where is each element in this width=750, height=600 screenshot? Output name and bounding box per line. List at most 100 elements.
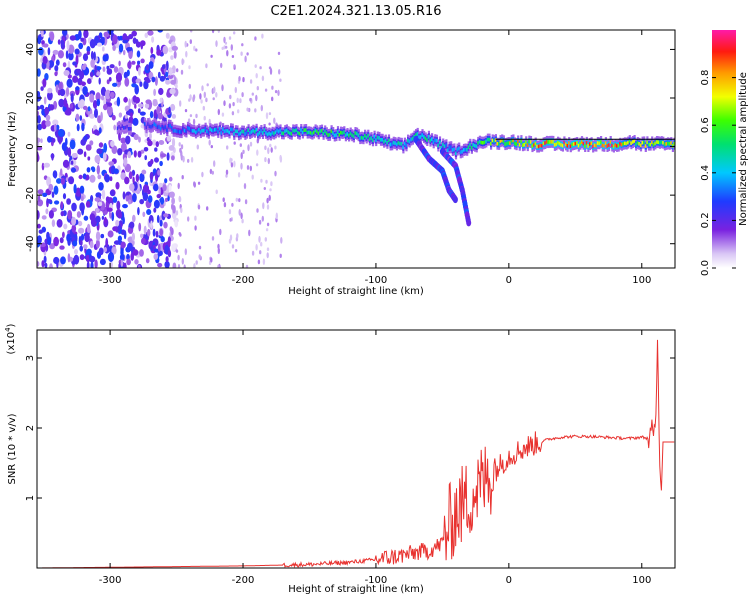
noise-speckle <box>75 187 82 197</box>
spectrogram-cell <box>220 131 223 135</box>
spectrogram-cell <box>402 145 405 150</box>
spectrogram-cell <box>411 136 414 141</box>
noise-speckle <box>133 133 139 141</box>
noise-speckle <box>41 40 45 45</box>
noise-speckle <box>261 215 264 222</box>
noise-speckle <box>57 50 64 59</box>
spectrogram-cell <box>164 125 167 129</box>
noise-speckle <box>105 196 110 203</box>
noise-speckle <box>99 258 106 266</box>
noise-speckle <box>265 228 269 232</box>
x-tick-label: -100 <box>365 275 388 286</box>
noise-speckle <box>265 179 268 184</box>
spectrogram-cell <box>662 140 665 145</box>
spectrogram-cell <box>609 140 612 144</box>
noise-speckle <box>92 100 98 109</box>
noise-speckle <box>210 54 213 58</box>
spectrogram-cell <box>305 128 308 132</box>
noise-speckle <box>46 176 52 187</box>
noise-speckle <box>175 210 179 216</box>
spectrogram-cell <box>282 131 285 136</box>
noise-speckle <box>109 64 115 69</box>
noise-speckle <box>142 211 146 217</box>
noise-speckle <box>244 55 247 63</box>
noise-speckle <box>98 142 104 148</box>
noise-speckle <box>96 98 101 107</box>
noise-speckle <box>122 39 129 44</box>
noise-speckle <box>40 86 44 91</box>
noise-speckle <box>201 171 204 178</box>
noise-speckle <box>271 96 274 102</box>
noise-speckle <box>128 171 133 180</box>
spectrogram-cell <box>354 131 357 135</box>
noise-speckle <box>170 55 174 60</box>
noise-speckle <box>165 197 168 202</box>
noise-speckle <box>80 84 83 92</box>
spectrogram-cell <box>423 135 426 139</box>
noise-speckle <box>69 139 76 150</box>
noise-speckle <box>178 195 181 203</box>
noise-speckle <box>182 155 185 163</box>
noise-speckle <box>280 237 283 244</box>
spectrogram-cell <box>628 139 631 143</box>
noise-speckle <box>215 40 218 47</box>
spectrogram-cell <box>416 132 419 136</box>
noise-speckle <box>158 186 161 196</box>
noise-speckle <box>80 99 85 108</box>
spectrogram-cell <box>557 140 560 145</box>
noise-speckle <box>205 63 208 69</box>
noise-speckle <box>237 172 241 178</box>
spectrogram-cell <box>654 141 657 146</box>
noise-speckle <box>134 104 137 109</box>
spectrogram-cell <box>617 143 620 148</box>
x-tick-label: 100 <box>632 575 651 586</box>
spectrogram-cell <box>228 130 231 135</box>
spectrogram-cell <box>391 142 394 147</box>
noise-speckle <box>144 103 150 109</box>
spectrogram-cell <box>475 144 478 149</box>
noise-speckle <box>58 98 65 108</box>
noise-speckle <box>156 214 160 224</box>
spectrogram-cell <box>483 140 486 145</box>
noise-speckle <box>267 157 270 165</box>
noise-speckle <box>217 243 220 250</box>
noise-speckle <box>90 261 94 268</box>
noise-speckle <box>145 258 150 264</box>
spectrogram-cell <box>464 147 467 152</box>
noise-speckle <box>60 201 64 210</box>
noise-speckle <box>82 173 87 180</box>
noise-speckle <box>239 143 242 148</box>
spectrogram-cell <box>604 141 607 145</box>
noise-speckle <box>255 94 258 102</box>
noise-speckle <box>132 193 137 203</box>
spectrogram-cell <box>343 130 346 134</box>
spectrogram-cell <box>505 141 509 146</box>
spectrogram-cell <box>408 139 411 144</box>
noise-speckle <box>270 147 273 153</box>
spectrogram-cell <box>533 143 536 147</box>
noise-speckle <box>261 75 265 82</box>
noise-speckle <box>89 113 95 119</box>
noise-speckle <box>228 36 232 40</box>
noise-speckle <box>44 106 50 116</box>
spectrogram-cell <box>333 133 336 138</box>
noise-speckle <box>94 259 98 268</box>
noise-speckle <box>147 228 151 237</box>
spectrogram-cell <box>230 127 233 132</box>
noise-speckle <box>76 123 80 132</box>
noise-speckle <box>254 36 257 41</box>
noise-speckle <box>123 262 127 268</box>
spectrogram-cell <box>560 143 563 147</box>
spectrogram-cell <box>249 131 252 135</box>
spectrogram-cell <box>163 126 166 130</box>
spectrogram-cell <box>161 124 164 129</box>
noise-speckle <box>274 145 277 150</box>
noise-speckle <box>246 52 249 56</box>
noise-speckle <box>93 51 96 61</box>
noise-speckle <box>169 226 173 232</box>
spectrogram-cell <box>584 144 587 148</box>
noise-speckle <box>106 207 113 212</box>
noise-speckle <box>117 148 123 156</box>
noise-speckle <box>267 147 270 155</box>
noise-speckle <box>77 148 84 155</box>
